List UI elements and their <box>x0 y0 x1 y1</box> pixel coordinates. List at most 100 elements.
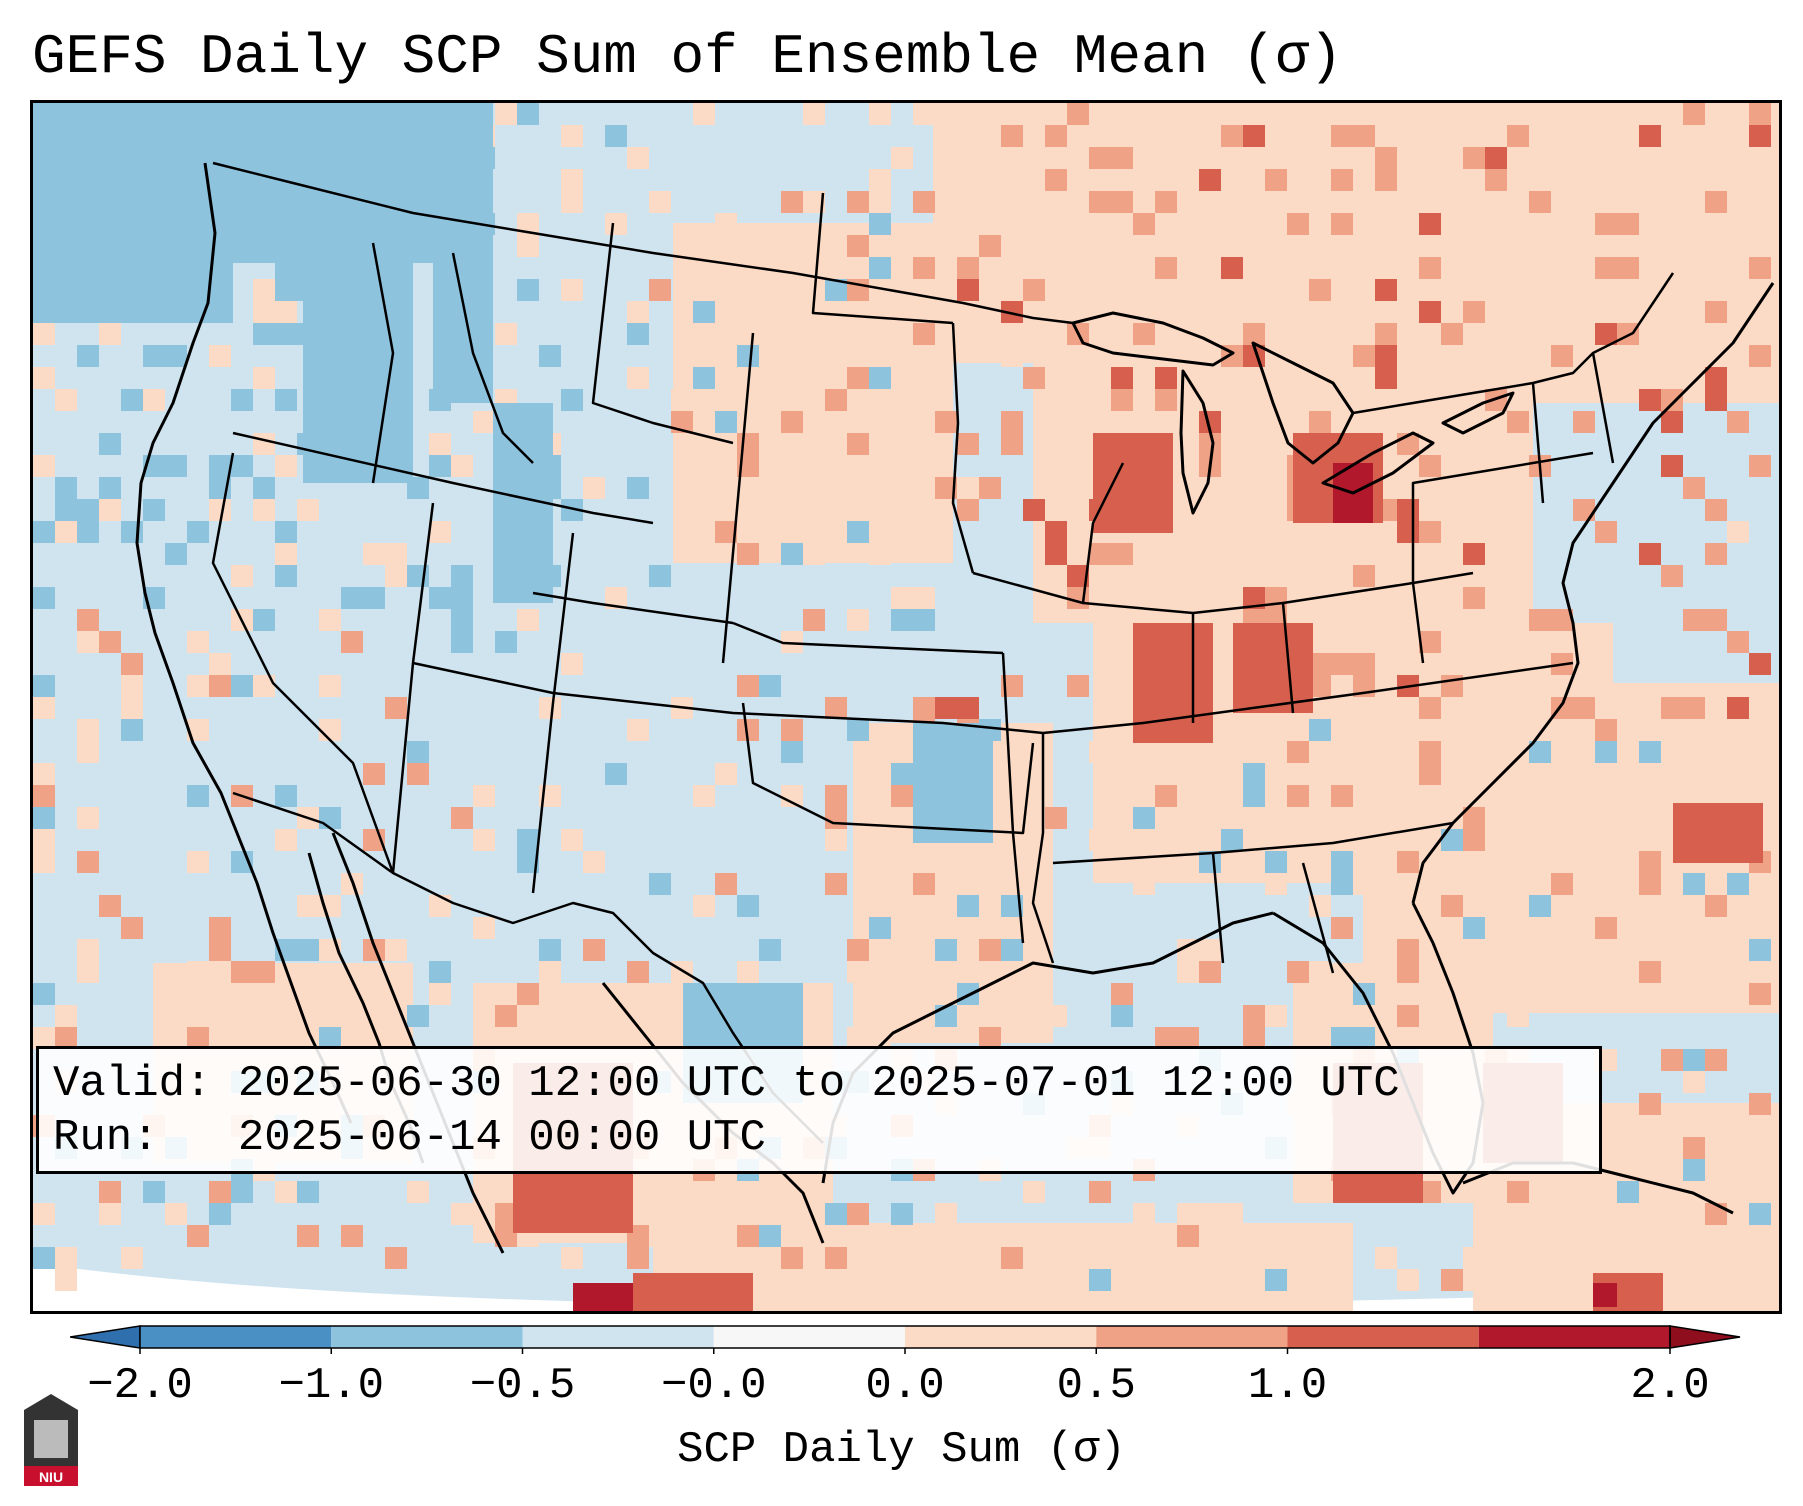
value-cell <box>121 675 143 697</box>
value-cell <box>1111 1005 1133 1027</box>
value-cell <box>781 785 803 807</box>
value-cell <box>165 455 187 477</box>
value-cell <box>869 543 891 565</box>
colorbar-tick-label: −2.0 <box>87 1361 193 1411</box>
value-cell <box>275 279 297 301</box>
value-cell <box>825 829 847 851</box>
value-cell <box>1749 455 1771 477</box>
value-cell <box>913 323 935 345</box>
value-cell <box>33 851 55 873</box>
value-cell <box>1485 653 1507 675</box>
value-cell <box>1727 1225 1749 1247</box>
value-cell <box>1111 389 1133 411</box>
valid-run-info-box: Valid: 2025-06-30 12:00 UTC to 2025-07-0… <box>36 1046 1602 1174</box>
value-cell <box>319 807 341 829</box>
value-cell <box>77 631 99 653</box>
value-cell <box>737 1225 759 1247</box>
value-cell <box>407 741 429 763</box>
colorbar-segment <box>522 1326 714 1348</box>
value-cell <box>1727 631 1749 653</box>
value-cell <box>77 345 99 367</box>
value-cell <box>1199 411 1221 433</box>
value-cell <box>209 675 231 697</box>
value-cell <box>1331 873 1353 895</box>
value-cell <box>869 763 891 785</box>
value-cell <box>1485 169 1507 191</box>
value-cell <box>1639 125 1661 147</box>
value-cell <box>1507 411 1529 433</box>
value-cell <box>275 301 297 323</box>
value-cell <box>341 587 363 609</box>
value-cell <box>935 1247 957 1269</box>
value-cell <box>1617 1181 1639 1203</box>
value-cell <box>1177 191 1199 213</box>
value-cell <box>165 983 187 1005</box>
value-cell <box>979 169 1001 191</box>
value-cell <box>1023 367 1045 389</box>
value-cell <box>539 961 561 983</box>
value-cell <box>1243 763 1265 785</box>
value-cell <box>1683 697 1705 719</box>
value-cell <box>1639 389 1661 411</box>
value-cell <box>1661 455 1683 477</box>
value-cell <box>1243 587 1265 609</box>
value-cell <box>1529 609 1551 631</box>
value-cell <box>253 675 275 697</box>
value-cell <box>605 125 627 147</box>
value-cell <box>671 411 693 433</box>
value-cell <box>1683 609 1705 631</box>
value-cell <box>693 895 715 917</box>
value-cell <box>957 433 979 455</box>
value-cell <box>1089 1269 1111 1291</box>
value-cell <box>715 873 737 895</box>
value-cell <box>1441 323 1463 345</box>
value-cell <box>319 609 341 631</box>
value-cell <box>891 785 913 807</box>
value-cell <box>33 103 233 323</box>
value-cell <box>825 367 847 389</box>
value-cell <box>495 323 517 345</box>
value-cell <box>1617 323 1639 345</box>
value-cell <box>1093 433 1173 533</box>
value-cell <box>429 433 451 455</box>
value-cell <box>297 499 319 521</box>
value-cell <box>209 499 231 521</box>
value-cell <box>1309 235 1331 257</box>
value-cell <box>451 565 473 587</box>
value-cell <box>143 499 165 521</box>
value-cell <box>99 1203 121 1225</box>
value-cell <box>1177 961 1199 983</box>
value-cell <box>187 675 209 697</box>
value-cell <box>693 367 715 389</box>
value-cell <box>1221 367 1243 389</box>
value-cell <box>99 895 121 917</box>
value-cell <box>77 939 99 961</box>
value-cell <box>99 433 121 455</box>
value-cell <box>1089 1181 1111 1203</box>
value-cell <box>1419 213 1441 235</box>
value-cell <box>1375 345 1397 367</box>
value-cell <box>561 191 583 213</box>
value-cell <box>869 169 891 191</box>
value-cell <box>781 543 803 565</box>
value-cell <box>451 1203 473 1225</box>
value-cell <box>715 213 737 235</box>
value-cell <box>1683 477 1705 499</box>
value-cell <box>1353 653 1375 675</box>
value-cell <box>1177 1225 1199 1247</box>
value-cell <box>33 1203 55 1225</box>
value-cell <box>253 477 275 499</box>
value-cell <box>495 631 517 653</box>
value-cell <box>935 939 957 961</box>
value-cell <box>1705 499 1727 521</box>
value-cell <box>957 477 979 499</box>
value-cell <box>1199 1203 1221 1225</box>
value-cell <box>561 169 583 191</box>
value-cell <box>407 1005 429 1027</box>
value-cell <box>649 279 671 301</box>
value-cell <box>1287 785 1309 807</box>
value-cell <box>957 257 979 279</box>
value-cell <box>143 345 165 367</box>
colorbar-tick-label: −0.0 <box>660 1361 767 1411</box>
value-cell <box>77 499 99 521</box>
